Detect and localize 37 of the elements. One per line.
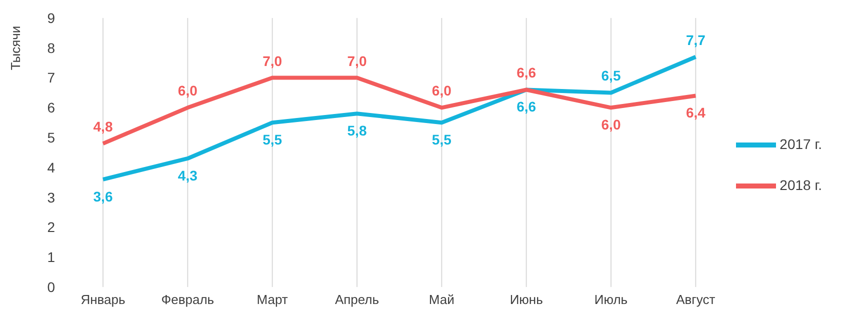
y-tick-label: 0 xyxy=(47,278,56,295)
data-label: 7,0 xyxy=(347,52,367,69)
data-label: 5,8 xyxy=(347,122,367,139)
data-label: 4,8 xyxy=(93,118,113,135)
y-tick-label: 2 xyxy=(47,219,56,236)
data-label: 6,5 xyxy=(601,68,621,84)
y-tick-label: 5 xyxy=(47,130,56,146)
y-tick-label: 7 xyxy=(47,70,56,86)
data-label: 6,0 xyxy=(601,116,621,133)
y-tick-label: 3 xyxy=(47,189,56,206)
y-tick-label: 4 xyxy=(47,159,56,176)
data-label: 7,0 xyxy=(262,52,282,69)
legend-label: 2018 г. xyxy=(780,177,822,193)
y-axis-title: Тысячи xyxy=(8,26,23,70)
x-tick-label: Август xyxy=(676,292,716,308)
x-tick-label: Июль xyxy=(594,292,628,308)
data-label: 5,5 xyxy=(432,132,452,148)
y-tick-label: 6 xyxy=(47,100,56,116)
data-label: 6,6 xyxy=(516,64,536,81)
x-tick-label: Апрель xyxy=(334,292,380,308)
x-tick-label: Февраль xyxy=(161,292,214,308)
y-tick-label: 9 xyxy=(47,10,56,26)
data-label: 6,6 xyxy=(516,98,536,115)
data-label: 6,0 xyxy=(432,82,452,99)
y-tick-label: 1 xyxy=(47,249,56,266)
data-label: 7,7 xyxy=(686,32,706,48)
x-tick-label: Май xyxy=(428,292,454,308)
data-label: 3,6 xyxy=(93,188,113,204)
data-label: 6,0 xyxy=(178,82,198,99)
x-tick-label: Июнь xyxy=(510,292,544,308)
legend-label: 2017 г. xyxy=(780,136,822,152)
x-tick-label: Январь xyxy=(80,292,126,308)
x-tick-label: Март xyxy=(256,292,288,308)
data-label: 6,4 xyxy=(686,104,706,121)
y-tick-label: 8 xyxy=(47,40,56,56)
data-label: 4,3 xyxy=(178,167,198,184)
data-label: 5,5 xyxy=(262,132,282,148)
